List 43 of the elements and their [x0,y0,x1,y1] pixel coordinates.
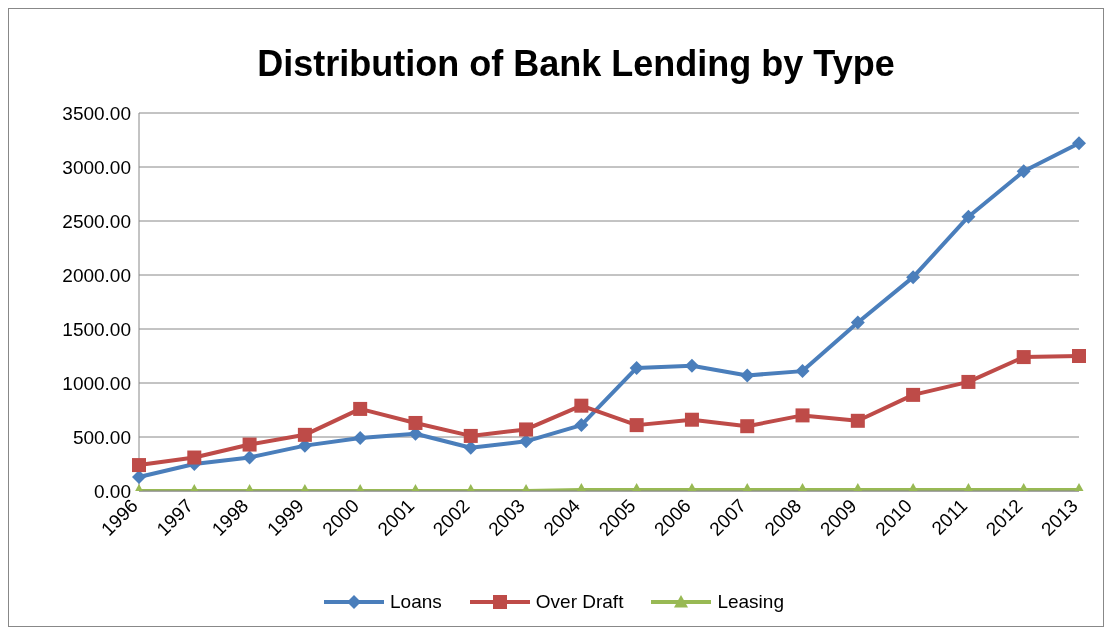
point [242,437,257,452]
legend-label: Leasing [716,591,784,613]
y-tick-label: 2500.00 [62,210,131,232]
point [906,270,921,285]
legend-label: Over Draft [534,591,624,613]
point [242,450,257,465]
chart-title: Distribution of Bank Lending by Type [256,42,896,86]
point [132,458,146,473]
point [1016,350,1031,365]
point [740,368,755,383]
point [740,419,755,434]
y-tick-label: 3000.00 [62,156,131,178]
legend-label: Loans [389,591,442,613]
point [795,364,810,379]
point [353,431,368,446]
point [353,401,368,416]
point [519,434,534,449]
point [795,408,810,423]
point [408,415,423,430]
point [1072,349,1086,363]
point [961,374,976,389]
point [463,440,478,455]
point [574,398,589,413]
point [961,209,976,224]
point [1016,164,1031,179]
point [187,450,202,465]
y-tick-label: 3500.00 [62,102,131,124]
y-tick-label: 1000.00 [62,372,131,394]
point [1072,136,1086,151]
point [297,427,312,442]
point [519,422,534,437]
point [850,413,865,428]
point [684,412,699,427]
point [684,358,699,373]
y-tick-label: 500.00 [72,426,131,448]
y-tick-label: 2000.00 [62,264,131,286]
y-tick-label: 1500.00 [62,318,131,340]
point [850,315,865,330]
point [629,360,644,375]
point [906,387,921,402]
point [629,418,644,433]
point [574,418,589,433]
point [463,428,478,443]
